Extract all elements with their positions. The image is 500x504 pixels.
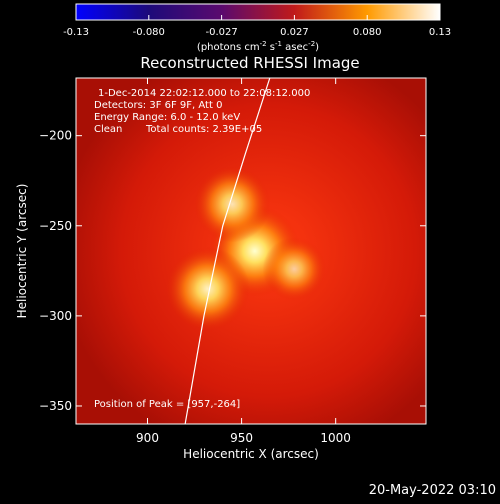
y-tick-label: −200 (39, 129, 72, 143)
solar-limb-line (184, 78, 271, 424)
colorbar-unit-part: -2 (260, 40, 267, 48)
colorbar-unit-part: ) (315, 42, 319, 53)
chart-title: Reconstructed RHESSI Image (140, 54, 359, 72)
colorbar-unit-part: (photons cm (197, 42, 260, 53)
source-blob (165, 246, 250, 331)
annotation-energy: Energy Range: 6.0 - 12.0 keV (94, 112, 240, 123)
annotation-method: Clean (94, 124, 122, 135)
source-blob (262, 237, 326, 301)
colorbar-tick-label: 0.027 (280, 27, 309, 38)
colorbar-unit-part: -2 (308, 40, 315, 48)
x-tick-label: 900 (136, 431, 159, 445)
x-axis-label: Heliocentric X (arcsec) (183, 447, 319, 461)
x-tick-label: 1000 (320, 431, 351, 445)
y-tick-label: −300 (39, 309, 72, 323)
colorbar-tick-label: -0.027 (205, 27, 237, 38)
annotation-time-range: 1-Dec-2014 22:02:12.000 to 22:08:12.000 (98, 88, 310, 99)
plot-frame (75, 77, 427, 425)
colorbar (75, 3, 441, 21)
colorbar-tick-label: -0.13 (63, 27, 89, 38)
y-tick-label: −350 (39, 399, 72, 413)
colorbar-unit-label: (photons cm-2 s-1 asec-2) (197, 40, 319, 53)
colorbar-unit-part: asec (282, 42, 308, 53)
y-axis-label: Heliocentric Y (arcsec) (15, 184, 29, 319)
colorbar-tick-label: 0.080 (353, 27, 382, 38)
source-blob (193, 165, 271, 243)
x-tick-label: 950 (230, 431, 253, 445)
colorbar-tick-label: -0.080 (133, 27, 165, 38)
annotation-detectors: Detectors: 3F 6F 9F, Att 0 (94, 100, 222, 111)
colorbar-unit-part: -1 (275, 40, 282, 48)
annotation-peak-position: Position of Peak = [957,-264] (94, 399, 240, 410)
colorbar-unit-part: s (267, 42, 275, 53)
y-tick-label: −250 (39, 219, 72, 233)
colorbar-tick-label: 0.13 (429, 27, 451, 38)
timestamp: 20-May-2022 03:10 (369, 483, 496, 498)
annotation-counts: Total counts: 2.39E+05 (145, 124, 262, 135)
